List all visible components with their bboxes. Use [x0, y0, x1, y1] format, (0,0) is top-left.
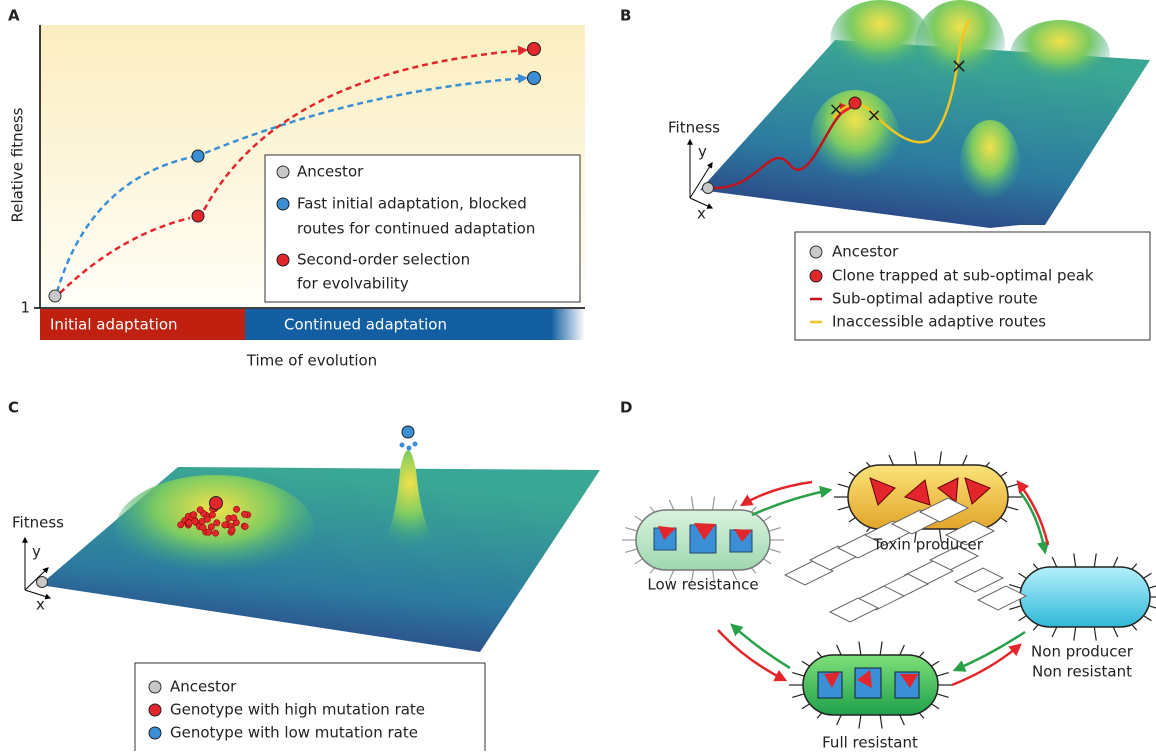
cilium [880, 641, 882, 655]
red-dot [206, 529, 212, 535]
red-dot [197, 507, 203, 513]
node-label: Full resistant [822, 734, 918, 752]
blue-dot [192, 150, 204, 162]
cilium [1074, 627, 1076, 641]
node-label: Low resistance [647, 576, 758, 594]
red-dot [242, 523, 248, 529]
red-dot [192, 210, 204, 222]
node-label: Non producer [1031, 643, 1134, 661]
phase-label: Initial adaptation [50, 316, 178, 334]
peak [1010, 20, 1110, 90]
legend-text: Sub-optimal adaptive route [832, 290, 1038, 308]
red-dot [192, 518, 198, 524]
page: Evolvability figure { "panel_a": { "labe… [0, 0, 1156, 751]
red-dot [231, 515, 237, 521]
cilium [915, 451, 917, 465]
node-label: Toxin producer [872, 536, 984, 554]
body: A 1 Relative fitness Initial adaptation … [0, 0, 1156, 751]
legend-text: routes for continued adaptation [297, 220, 535, 238]
node-label: Non resistant [1032, 663, 1132, 681]
block-mark: × [951, 54, 968, 78]
cilium [939, 451, 941, 465]
red-dot [528, 43, 541, 56]
legend-text: Ancestor [832, 243, 899, 261]
peak [830, 0, 930, 80]
cilium [1094, 553, 1096, 567]
landscape [40, 467, 600, 652]
legend-swatch [149, 681, 161, 693]
blue-dot [413, 442, 418, 447]
stair-tile [955, 568, 1003, 592]
legend-swatch [277, 166, 289, 178]
arrow [718, 630, 785, 680]
arrow [742, 482, 812, 505]
phase-label: Continued adaptation [284, 316, 447, 334]
legend-swatch [149, 704, 161, 716]
cilium [859, 715, 861, 729]
red-dot [222, 522, 228, 528]
blue-dot [400, 443, 405, 448]
red-dot [214, 520, 220, 526]
axis-label: Fitness [12, 514, 64, 532]
cilium [713, 496, 715, 510]
x-axis-label: Time of evolution [246, 352, 377, 370]
panel-label: B [620, 7, 631, 25]
red-dot [233, 506, 239, 512]
cilium [859, 641, 861, 655]
red-dot [229, 527, 235, 533]
legend-swatch [277, 198, 289, 210]
red-dot [204, 516, 210, 522]
cilium [880, 715, 882, 729]
red-dot [178, 522, 184, 528]
axis-label: x [36, 596, 45, 614]
red-dot [200, 524, 206, 530]
ancestor-dot [703, 183, 714, 194]
red-dot [210, 497, 223, 510]
ancestor-dot [37, 577, 48, 588]
peak [960, 120, 1020, 210]
legend-text: for evolvability [297, 275, 409, 293]
legend-text: Genotype with low mutation rate [170, 724, 418, 742]
y-axis-label: Relative fitness [9, 107, 27, 222]
cilium [1094, 627, 1096, 641]
cell-non-producer [1020, 567, 1150, 627]
y-tick-label: 1 [20, 299, 30, 317]
trapped-clone [849, 97, 861, 109]
arrow [732, 625, 790, 668]
legend-text: Clone trapped at sub-optimal peak [832, 267, 1094, 285]
blue-dot [407, 446, 412, 451]
legend-text: Fast initial adaptation, blocked [297, 195, 527, 213]
legend-text: Genotype with high mutation rate [170, 701, 425, 719]
legend-text: Second-order selection [297, 251, 470, 269]
legend-swatch [810, 270, 822, 282]
red-dot [186, 520, 192, 526]
cilium [1074, 553, 1076, 567]
axis-label: Fitness [668, 119, 720, 137]
legend-swatch [277, 254, 289, 266]
receptors-full [818, 668, 919, 698]
arrow [952, 645, 1020, 685]
panel-label: D [620, 399, 632, 417]
red-dot [212, 530, 218, 536]
legend-text: Ancestor [297, 163, 364, 181]
block-mark: × [828, 99, 843, 120]
legend-swatch [810, 246, 822, 258]
cilium [691, 496, 693, 510]
panel-label: A [8, 7, 20, 25]
axis-label: x [697, 205, 706, 223]
legend-text: Inaccessible adaptive routes [832, 313, 1046, 331]
panel-label: C [8, 399, 19, 417]
axis-label: y [698, 143, 707, 161]
legend-swatch [149, 727, 161, 739]
axis-label: y [32, 543, 41, 561]
block-mark: × [866, 105, 881, 126]
ancestor-dot [49, 290, 61, 302]
blue-dot [402, 426, 414, 438]
red-dot [191, 511, 197, 517]
red-dot [241, 511, 247, 517]
legend-text: Ancestor [170, 678, 237, 696]
figure: A 1 Relative fitness Initial adaptation … [0, 0, 1156, 751]
blue-dot [528, 72, 541, 85]
